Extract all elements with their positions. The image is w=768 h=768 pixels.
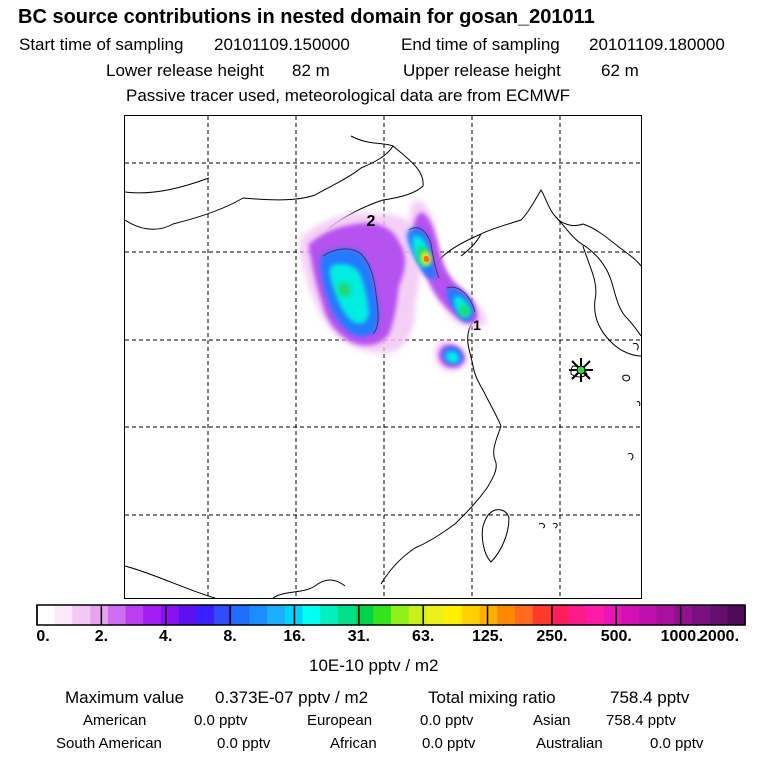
color-scale-swatch bbox=[656, 605, 675, 625]
color-scale-tick-label: 2. bbox=[94, 628, 109, 645]
color-scale-swatch bbox=[514, 605, 533, 625]
color-scale-swatch bbox=[674, 605, 693, 625]
region-asian-value: 758.4 pptv bbox=[606, 712, 677, 729]
region-african-label: African bbox=[330, 735, 377, 752]
color-scale-swatch bbox=[355, 605, 374, 625]
total-mixing-label: Total mixing ratio bbox=[428, 688, 556, 707]
color-scale-tick-label: 4. bbox=[159, 628, 173, 645]
color-scale-swatch bbox=[249, 605, 268, 625]
contour-line bbox=[322, 248, 379, 335]
lat-lon-grid bbox=[125, 116, 641, 598]
plume-contour bbox=[423, 255, 430, 263]
color-scale-swatch bbox=[178, 605, 197, 625]
plot-title: BC source contributions in nested domain… bbox=[18, 6, 595, 28]
lower-release-label: Lower release height bbox=[106, 61, 264, 80]
region-european-value: 0.0 pptv bbox=[420, 712, 474, 729]
color-scale-swatch bbox=[143, 605, 162, 625]
color-scale-swatch bbox=[621, 605, 640, 625]
plume-contour bbox=[459, 304, 470, 317]
color-scale-swatch bbox=[373, 605, 392, 625]
color-scale-swatch bbox=[107, 605, 126, 625]
region-australian-value: 0.0 pptv bbox=[650, 735, 704, 752]
color-scale-swatch bbox=[196, 605, 215, 625]
color-scale-swatch bbox=[444, 605, 463, 625]
color-scale-tick-label: 8. bbox=[223, 628, 237, 645]
color-scale-swatch bbox=[160, 605, 179, 625]
color-scale-swatch bbox=[267, 605, 286, 625]
plume-contour bbox=[445, 351, 459, 363]
start-time-value: 20101109.150000 bbox=[214, 35, 350, 54]
color-scale-swatch bbox=[691, 605, 710, 625]
total-mixing-value: 758.4 pptv bbox=[610, 688, 690, 707]
color-scale-swatch bbox=[585, 605, 604, 625]
max-value-label: Maximum value bbox=[65, 688, 185, 707]
color-scale-swatch bbox=[638, 605, 657, 625]
color-scale-swatch bbox=[231, 605, 250, 625]
region-american-value: 0.0 pptv bbox=[194, 712, 248, 729]
end-time-label: End time of sampling bbox=[401, 35, 560, 54]
color-scale-tick-label: 31. bbox=[347, 628, 370, 645]
lower-release-value: 82 m bbox=[292, 61, 330, 80]
color-scale-tick-label: 125. bbox=[471, 628, 504, 645]
start-time-label: Start time of sampling bbox=[19, 35, 184, 54]
color-scale-tick-label: 1000. bbox=[660, 628, 701, 645]
color-scale-swatch bbox=[479, 605, 498, 625]
color-scale-swatch bbox=[550, 605, 569, 625]
contour-label-1: 1 bbox=[473, 317, 481, 333]
color-scale-tick-label: 16. bbox=[283, 628, 306, 645]
region-south-american-label: South American bbox=[56, 735, 162, 752]
color-scale-tick-label: 0. bbox=[36, 628, 50, 645]
region-australian-label: Australian bbox=[536, 735, 603, 752]
color-scale-swatch bbox=[532, 605, 551, 625]
color-scale-border bbox=[36, 604, 746, 626]
color-scale-swatch bbox=[214, 605, 232, 625]
color-scale-swatch bbox=[709, 605, 728, 625]
map-canvas: 2 1 bbox=[125, 116, 641, 598]
concentration-plume bbox=[300, 200, 487, 372]
color-scale-swatch bbox=[54, 605, 73, 625]
color-scale-swatch bbox=[391, 605, 409, 625]
contour-label-2: 2 bbox=[367, 213, 376, 230]
color-scale-swatch bbox=[125, 605, 144, 625]
end-time-value: 20101109.180000 bbox=[589, 35, 725, 54]
color-scale-swatch bbox=[320, 605, 339, 625]
color-scale-unit: 10E-10 pptv / m2 bbox=[309, 656, 439, 675]
region-south-american-value: 0.0 pptv bbox=[217, 735, 271, 752]
region-american-label: American bbox=[83, 712, 147, 729]
color-scale-swatch bbox=[426, 605, 445, 625]
coastlines bbox=[125, 135, 641, 598]
color-scale-swatch bbox=[337, 605, 356, 625]
region-asian-label: Asian bbox=[533, 712, 571, 729]
tracer-note: Passive tracer used, meteorological data… bbox=[126, 86, 571, 105]
color-scale-tick-label: 500. bbox=[600, 628, 632, 645]
color-scale-swatch bbox=[72, 605, 91, 625]
color-scale-swatch bbox=[90, 605, 109, 625]
plume-contour bbox=[337, 282, 351, 297]
color-scale-tick-label: 250. bbox=[536, 628, 568, 645]
receptor-marker-icon bbox=[569, 358, 593, 382]
contour-line bbox=[446, 286, 476, 313]
region-european-label: European bbox=[307, 712, 373, 729]
upper-release-label: Upper release height bbox=[403, 61, 561, 80]
color-scale-swatch bbox=[408, 605, 427, 625]
upper-release-value: 62 m bbox=[601, 61, 639, 80]
map-frame: 2 1 bbox=[124, 115, 642, 599]
region-african-value: 0.0 pptv bbox=[422, 735, 476, 752]
color-scale-swatch bbox=[568, 605, 586, 625]
color-scale-tick-label: 63. bbox=[412, 628, 435, 645]
color-scale-swatch bbox=[497, 605, 516, 625]
color-scale-swatch bbox=[461, 605, 480, 625]
color-scale-swatch bbox=[727, 605, 746, 625]
color-scale-tick-label: 2000. bbox=[698, 628, 740, 645]
color-scale-bar bbox=[36, 604, 746, 626]
color-scale-swatch bbox=[37, 605, 55, 625]
contour-line bbox=[408, 227, 440, 279]
color-scale-swatch bbox=[603, 605, 622, 625]
color-scale-swatch bbox=[302, 605, 321, 625]
max-value: 0.373E-07 pptv / m2 bbox=[215, 688, 369, 707]
